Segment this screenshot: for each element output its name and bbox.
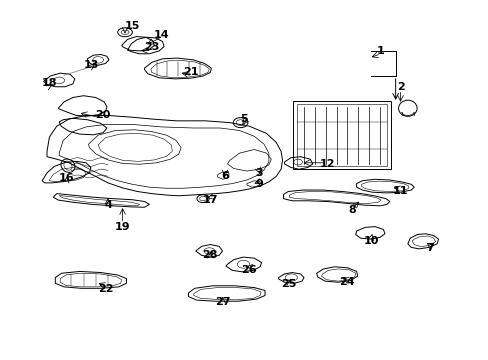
Text: 11: 11 xyxy=(392,186,407,196)
Text: 21: 21 xyxy=(183,67,198,77)
Text: 6: 6 xyxy=(221,171,228,181)
Text: 18: 18 xyxy=(41,78,57,88)
Text: 5: 5 xyxy=(240,114,248,124)
Text: 13: 13 xyxy=(83,60,99,70)
Text: 19: 19 xyxy=(115,222,130,231)
Text: 12: 12 xyxy=(319,159,334,169)
Text: 14: 14 xyxy=(154,30,169,40)
Text: 8: 8 xyxy=(347,206,355,216)
Text: 20: 20 xyxy=(95,111,111,121)
Text: 23: 23 xyxy=(144,42,159,52)
Text: 15: 15 xyxy=(124,21,140,31)
Text: 7: 7 xyxy=(425,243,433,253)
Text: 26: 26 xyxy=(241,265,257,275)
Text: 3: 3 xyxy=(255,168,263,178)
Text: 27: 27 xyxy=(214,297,230,307)
Text: 17: 17 xyxy=(202,195,218,205)
Text: 1: 1 xyxy=(376,46,384,56)
Text: 4: 4 xyxy=(104,200,112,210)
Text: 2: 2 xyxy=(396,82,404,92)
Text: 16: 16 xyxy=(59,173,74,183)
Text: 22: 22 xyxy=(98,284,113,294)
Text: 10: 10 xyxy=(363,236,378,246)
Text: 9: 9 xyxy=(255,179,263,189)
Text: 28: 28 xyxy=(202,250,218,260)
Text: 24: 24 xyxy=(338,277,354,287)
Text: 25: 25 xyxy=(280,279,295,289)
